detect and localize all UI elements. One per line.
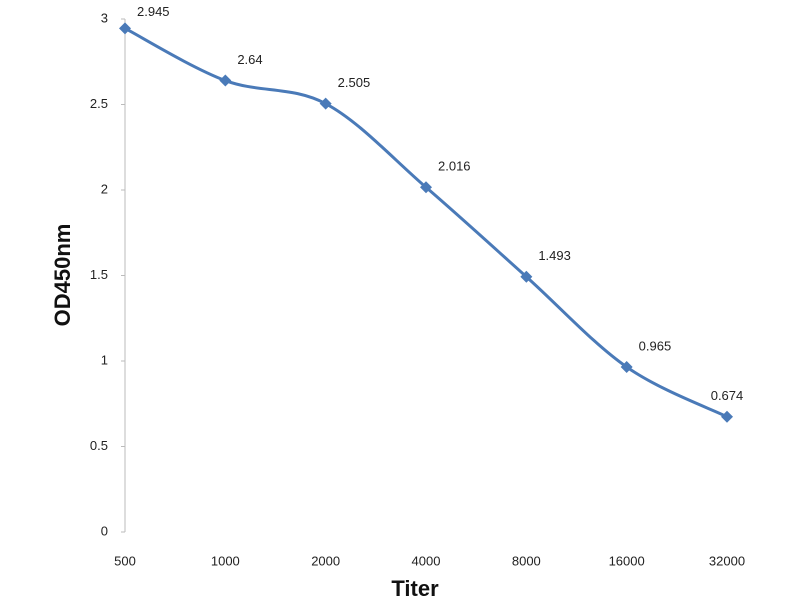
data-label: 2.016	[438, 159, 471, 174]
data-point	[219, 74, 232, 87]
y-axis-title: OD450nm	[50, 224, 75, 327]
data-label: 0.965	[639, 338, 672, 353]
data-label: 0.674	[711, 388, 744, 403]
data-point	[721, 410, 733, 423]
data-label: 2.505	[338, 75, 371, 90]
data-point	[520, 270, 533, 283]
data-label: 2.64	[237, 52, 262, 67]
data-point	[620, 360, 633, 373]
y-tick-label: 0	[101, 523, 108, 538]
data-label: 1.493	[538, 248, 571, 263]
x-tick-label: 2000	[311, 553, 340, 568]
y-tick-label: 1	[101, 352, 108, 367]
y-tick-label: 3	[101, 10, 108, 25]
data-point	[119, 22, 131, 35]
x-tick-label: 8000	[512, 553, 541, 568]
data-point	[420, 181, 432, 194]
x-tick-label: 1000	[211, 553, 240, 568]
x-tick-label: 500	[114, 553, 136, 568]
y-tick-label: 2	[101, 181, 108, 196]
x-tick-label: 16000	[609, 553, 645, 568]
series-line	[124, 27, 728, 419]
y-tick-label: 1.5	[90, 267, 108, 282]
y-tick-label: 0.5	[90, 438, 108, 453]
x-axis-title: Titer	[391, 576, 439, 600]
data-point	[319, 97, 332, 110]
y-tick-label: 2.5	[90, 96, 108, 111]
x-tick-label: 4000	[412, 553, 441, 568]
x-tick-label: 32000	[709, 553, 745, 568]
data-label: 2.945	[137, 4, 170, 19]
